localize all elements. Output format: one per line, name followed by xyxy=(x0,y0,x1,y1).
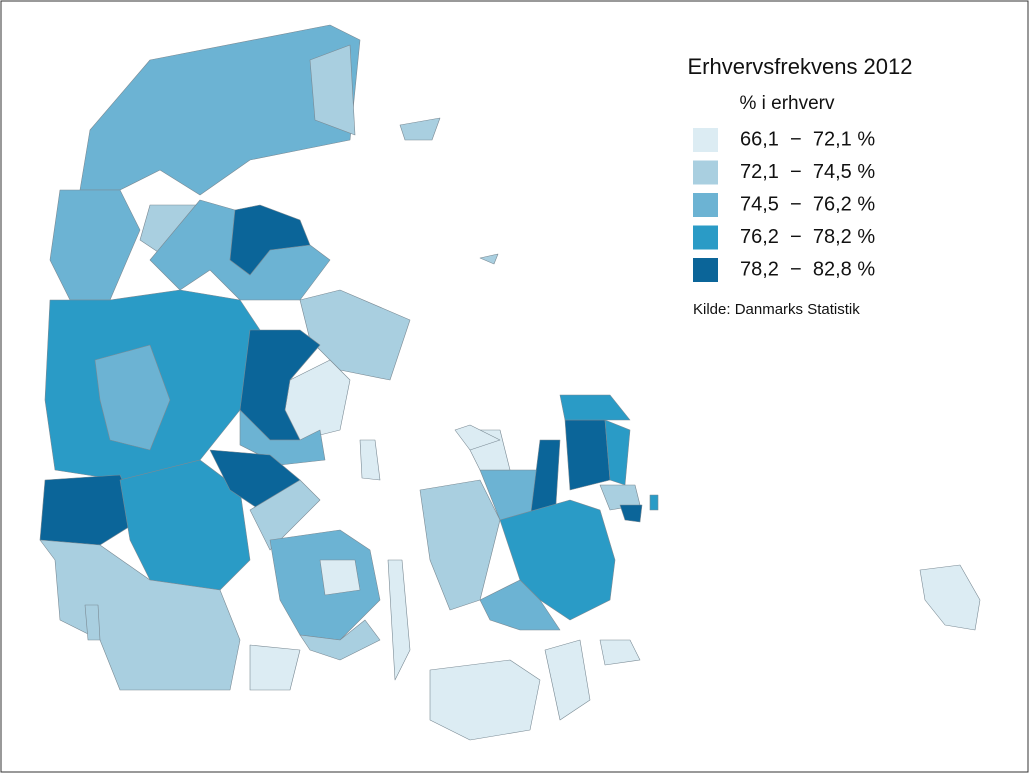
region xyxy=(309,44,356,136)
source-note: Kilde: Danmarks Statistik xyxy=(693,301,860,318)
legend-label: 74,5 − 76,2 % xyxy=(740,193,875,215)
legend-swatch xyxy=(693,193,718,217)
legend-swatch xyxy=(693,225,718,250)
region xyxy=(619,504,643,523)
region xyxy=(399,117,441,141)
region xyxy=(239,409,326,466)
region xyxy=(479,579,561,631)
region xyxy=(229,204,311,276)
region xyxy=(79,24,361,196)
region xyxy=(39,539,241,691)
region xyxy=(454,424,501,451)
region xyxy=(479,253,499,265)
legend-label: 76,2 − 78,2 % xyxy=(740,226,875,248)
legend-swatch xyxy=(693,128,718,152)
legend-swatch xyxy=(693,258,718,282)
region xyxy=(429,659,541,741)
region xyxy=(559,394,631,421)
legend-swatch xyxy=(693,160,718,185)
region xyxy=(387,559,411,681)
region xyxy=(319,559,361,596)
region xyxy=(249,644,301,691)
legend-title: % i erhverv xyxy=(739,93,835,114)
region xyxy=(544,639,591,721)
region xyxy=(599,639,641,666)
map xyxy=(39,24,981,741)
legend-label: 78,2 − 82,8 % xyxy=(740,258,875,280)
legend-label: 72,1 − 74,5 % xyxy=(740,161,875,183)
region xyxy=(94,344,171,451)
region xyxy=(84,604,101,641)
region xyxy=(649,494,659,511)
region xyxy=(299,619,381,661)
legend-label: 66,1 − 72,1 % xyxy=(740,128,875,150)
legend: 66,1 − 72,1 % 72,1 − 74,5 % 74,5 − 76,2 % 7… xyxy=(693,128,875,282)
region xyxy=(39,474,141,546)
region xyxy=(564,419,611,491)
map-title: Erhvervsfrekvens 2012 xyxy=(688,54,913,79)
region xyxy=(919,564,981,631)
region xyxy=(359,439,381,481)
region xyxy=(119,459,251,591)
region xyxy=(249,479,321,551)
